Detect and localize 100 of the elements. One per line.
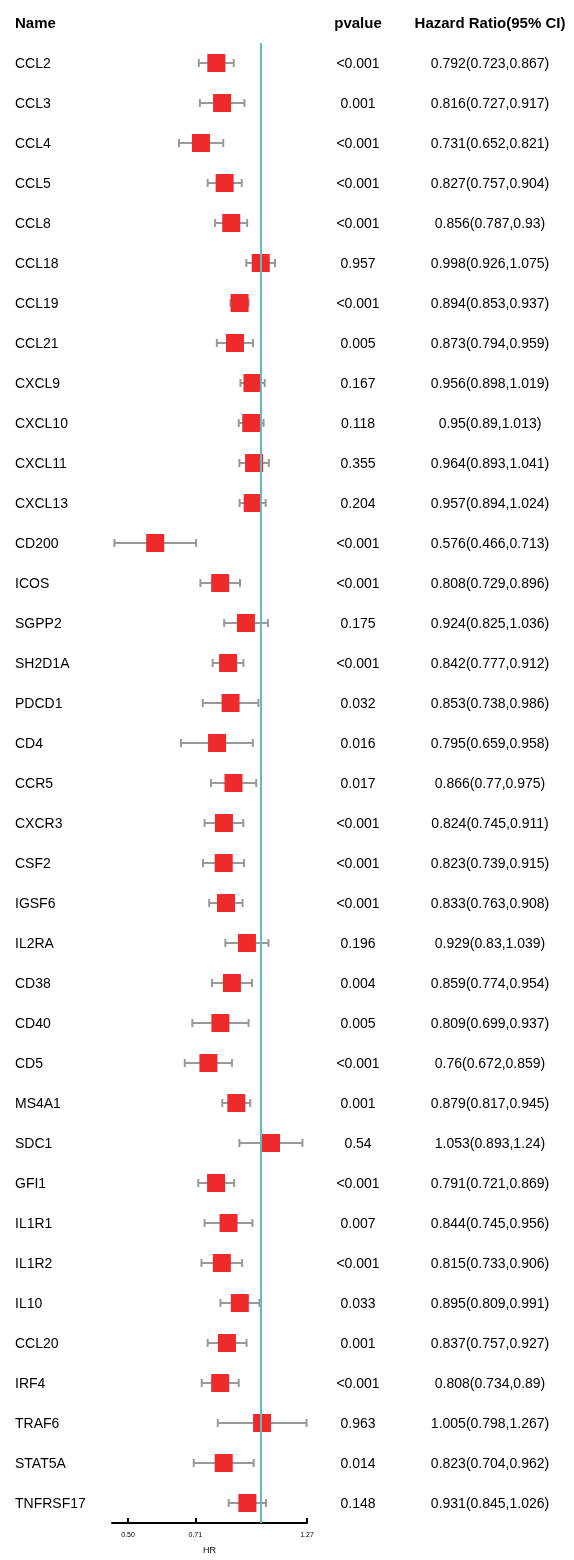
text: 0.355 (340, 455, 376, 471)
text: 0.004 (340, 975, 376, 991)
y-tick-label: CD200 (15, 535, 59, 551)
data-label: 0.895(0.809,0.991) (430, 1295, 550, 1311)
point (211, 574, 230, 592)
point (226, 334, 245, 352)
text: <0.001 (336, 1375, 380, 1391)
text: <0.001 (336, 175, 380, 191)
y-tick-label: CCL8 (15, 215, 52, 231)
data-label: 0.842(0.777,0.912) (430, 655, 550, 671)
y-tick-label: CCL19 (15, 295, 59, 311)
point (207, 1174, 226, 1192)
data-label: 0.808(0.734,0.89) (434, 1375, 546, 1391)
text: <0.001 (336, 575, 380, 591)
text: <0.001 (336, 1255, 380, 1271)
point (242, 414, 261, 432)
point (208, 734, 227, 752)
text: <0.001 (336, 295, 380, 311)
point (219, 1214, 238, 1232)
data-label: 1.053(0.893,1.24) (434, 1135, 546, 1151)
data-label: 0.894(0.853,0.937) (430, 295, 550, 311)
data-label: 0.929(0.83,1.039) (434, 935, 546, 951)
point (219, 654, 238, 672)
data-label: 0.956(0.898,1.019) (430, 375, 550, 391)
data-label: 0.731(0.652,0.821) (430, 135, 550, 151)
y-tick-label: SDC1 (15, 1135, 53, 1151)
text: 0.005 (340, 1015, 376, 1031)
text: pvalue (334, 13, 382, 31)
y-tick-label: GFI1 (15, 1175, 47, 1191)
data-label: 0.856(0.787,0.93) (434, 215, 546, 231)
y-tick-label: IRF4 (15, 1375, 46, 1391)
data-label: 0.823(0.704,0.962) (430, 1455, 550, 1471)
text: <0.001 (336, 1055, 380, 1071)
text: Hazard Ratio(95% CI) (414, 13, 566, 31)
y-tick-label: IL1R1 (15, 1215, 53, 1231)
text: <0.001 (336, 895, 380, 911)
text: 0.148 (340, 1495, 376, 1511)
data-label: 0.809(0.699,0.937) (430, 1015, 550, 1031)
text: 0.017 (340, 775, 376, 791)
point (227, 1094, 246, 1112)
y-tick-label: CSF2 (15, 855, 51, 871)
data-label: 0.879(0.817,0.945) (430, 1095, 550, 1111)
data-label: 0.931(0.845,1.026) (430, 1495, 550, 1511)
y-tick-label: CCL18 (15, 255, 59, 271)
data-label: 0.964(0.893,1.041) (430, 455, 550, 471)
y-tick-label: CXCL11 (15, 455, 68, 471)
y-tick-label: PDCD1 (15, 695, 63, 711)
data-label: 1.005(0.798,1.267) (430, 1415, 550, 1431)
point (211, 1014, 230, 1032)
point (214, 1454, 233, 1472)
text: 0.957 (340, 255, 376, 271)
y-tick-label: MS4A1 (15, 1095, 62, 1111)
point (211, 1374, 230, 1392)
y-tick-label: CCL21 (15, 335, 59, 351)
y-tick-label: CXCL10 (15, 415, 69, 431)
data-label: 0.95(0.89,1.013) (438, 415, 542, 431)
point (243, 374, 262, 392)
text: <0.001 (336, 855, 380, 871)
text: 0.005 (340, 335, 376, 351)
text: <0.001 (336, 135, 380, 151)
y-axis-title: Name (15, 13, 56, 31)
text: 0.196 (340, 935, 376, 951)
text: 0.001 (340, 1335, 376, 1351)
point (212, 1254, 231, 1272)
y-tick-label: IL10 (15, 1295, 43, 1311)
point (221, 694, 240, 712)
text: <0.001 (336, 535, 380, 551)
data-label: 0.816(0.727,0.917) (430, 95, 550, 111)
point (222, 974, 241, 992)
y-tick-label: CCL3 (15, 95, 52, 111)
text: 0.016 (340, 735, 376, 751)
data-label: 0.576(0.466,0.713) (430, 535, 550, 551)
data-label: 0.815(0.733,0.906) (430, 1255, 550, 1271)
y-tick-label: CXCR3 (15, 815, 63, 831)
text: 0.167 (340, 375, 376, 391)
point (222, 214, 241, 232)
point (214, 854, 233, 872)
point (238, 1494, 257, 1512)
data-label: 0.791(0.721,0.869) (430, 1175, 550, 1191)
point (230, 294, 249, 312)
y-tick-label: IL1R2 (15, 1255, 53, 1271)
point (215, 174, 234, 192)
point (199, 1054, 218, 1072)
text: 0.54 (344, 1135, 372, 1151)
text: 0.032 (340, 695, 376, 711)
data-label: 0.823(0.739,0.915) (430, 855, 550, 871)
data-label: 0.792(0.723,0.867) (430, 55, 550, 71)
text: 0.001 (340, 95, 376, 111)
data-label: 0.866(0.77,0.975) (434, 775, 546, 791)
y-tick-label: CD38 (15, 975, 52, 991)
y-tick-label: SGPP2 (15, 615, 62, 631)
text: <0.001 (336, 215, 380, 231)
y-tick-label: STAT5A (15, 1455, 67, 1471)
point (230, 1294, 249, 1312)
point (207, 54, 226, 72)
data-label: 0.824(0.745,0.911) (431, 815, 549, 831)
y-tick-label: CCL4 (15, 135, 52, 151)
text: 0.033 (340, 1295, 376, 1311)
y-tick-label: CCR5 (15, 775, 54, 791)
text: <0.001 (336, 55, 380, 71)
